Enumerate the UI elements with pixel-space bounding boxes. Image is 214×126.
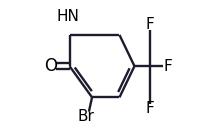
Text: O: O (44, 57, 57, 75)
Text: F: F (146, 18, 155, 33)
Text: F: F (163, 59, 172, 74)
Text: F: F (146, 101, 155, 116)
Text: Br: Br (77, 109, 94, 124)
Text: HN: HN (57, 9, 80, 24)
